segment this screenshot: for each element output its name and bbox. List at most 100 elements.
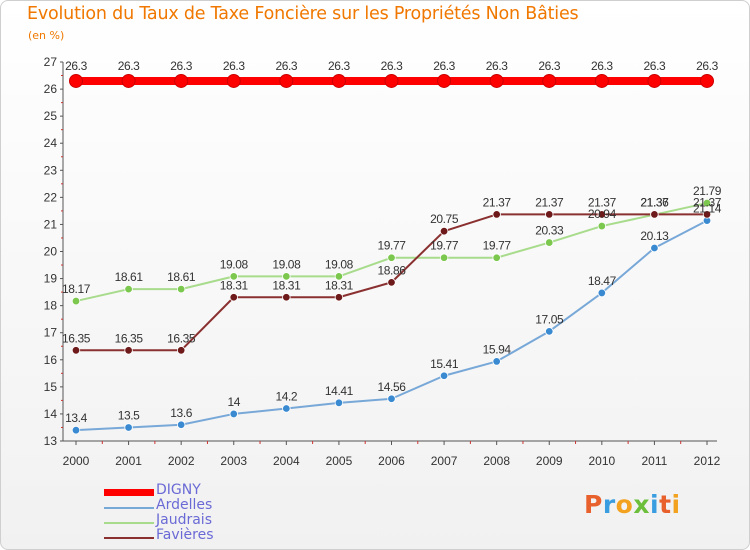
data-point — [176, 346, 186, 355]
y-tick-label: 23 — [44, 163, 58, 177]
x-tick-label: 2010 — [588, 454, 615, 468]
y-tick-label: 27 — [44, 55, 58, 69]
data-point — [334, 398, 344, 408]
data-label: 26.3 — [275, 59, 297, 73]
x-tick-label: 2007 — [431, 454, 458, 468]
data-point — [439, 226, 449, 236]
y-tick-label: 13 — [44, 434, 58, 448]
x-tick-label: 2006 — [378, 454, 405, 468]
data-point — [492, 357, 501, 366]
data-label: 15.41 — [430, 357, 459, 371]
data-label: 18.31 — [325, 278, 354, 292]
y-tick-label: 18 — [44, 299, 58, 313]
x-tick-label: 2005 — [326, 454, 353, 468]
data-point — [226, 73, 241, 88]
data-point — [124, 423, 133, 432]
data-label: 18.31 — [272, 278, 301, 292]
data-point — [387, 394, 396, 403]
data-label: 19.08 — [325, 257, 354, 271]
data-point — [702, 210, 712, 219]
logo-letter: i — [650, 490, 660, 519]
data-point — [545, 238, 554, 247]
data-label: 21.37 — [693, 195, 722, 209]
legend-label: DIGNY — [156, 482, 201, 498]
data-point — [439, 371, 449, 380]
data-point — [71, 296, 81, 306]
legend-item: DIGNY — [104, 482, 304, 499]
data-label: 19.08 — [272, 257, 301, 271]
data-label: 13.6 — [170, 406, 192, 420]
data-point — [597, 210, 607, 219]
data-label: 20.33 — [535, 224, 564, 238]
data-point — [597, 288, 607, 298]
data-point — [229, 293, 238, 302]
data-label: 19.77 — [377, 239, 406, 253]
data-label: 14.56 — [377, 380, 406, 394]
data-label: 26.3 — [696, 59, 718, 73]
data-point — [334, 293, 344, 302]
legend-item: Favières — [104, 527, 304, 544]
data-point — [279, 73, 294, 88]
x-tick-label: 2002 — [168, 454, 195, 468]
data-label: 26.3 — [381, 59, 403, 73]
data-point — [700, 73, 714, 88]
data-point — [594, 73, 609, 88]
data-point — [121, 73, 136, 88]
data-label: 16.35 — [167, 331, 196, 345]
data-label: 21.37 — [588, 195, 617, 209]
data-point — [71, 346, 81, 355]
data-label: 26.3 — [170, 59, 192, 73]
logo-letter: r — [602, 490, 616, 519]
x-tick-label: 2000 — [63, 454, 90, 468]
data-label: 20.94 — [588, 207, 617, 221]
data-point — [545, 327, 554, 336]
data-label: 26.3 — [328, 59, 350, 73]
logo-letter: t — [659, 490, 672, 519]
y-tick-label: 24 — [44, 136, 58, 150]
data-point — [702, 198, 712, 208]
data-point — [331, 73, 346, 88]
data-point — [334, 272, 344, 281]
data-point — [492, 253, 501, 262]
data-label: 20.13 — [640, 229, 669, 243]
data-point — [439, 253, 449, 262]
y-tick-label: 17 — [44, 326, 58, 340]
data-point — [384, 73, 399, 88]
data-point — [229, 272, 238, 281]
legend-swatch — [104, 522, 154, 524]
data-point — [282, 293, 291, 302]
y-tick-label: 22 — [44, 190, 58, 204]
data-point — [282, 272, 291, 281]
data-label: 13.4 — [65, 411, 87, 425]
x-tick-label: 2004 — [273, 454, 300, 468]
data-point — [69, 73, 83, 88]
logo-letter: i — [671, 490, 681, 519]
y-tick-label: 26 — [44, 82, 58, 96]
data-point — [229, 409, 238, 419]
data-label: 18.61 — [115, 270, 144, 284]
data-label: 26.3 — [223, 59, 245, 73]
data-label: 16.35 — [115, 331, 144, 345]
chart-unit-label: (en %) — [28, 29, 65, 42]
data-label: 26.3 — [591, 59, 613, 73]
data-label: 14.41 — [325, 384, 354, 398]
y-tick-label: 25 — [44, 109, 58, 123]
data-label: 21.36 — [640, 196, 669, 210]
y-tick-label: 19 — [44, 272, 58, 286]
data-label: 18.31 — [220, 278, 249, 292]
y-tick-label: 21 — [44, 217, 58, 231]
legend-swatch — [104, 537, 154, 539]
data-label: 18.61 — [167, 270, 196, 284]
legend-swatch — [104, 489, 154, 496]
data-point — [545, 210, 554, 219]
data-point — [597, 221, 607, 231]
data-label: 17.05 — [535, 312, 564, 326]
data-point — [387, 253, 396, 262]
chart-title: Evolution du Taux de Taxe Foncière sur l… — [27, 4, 579, 24]
data-label: 18.86 — [377, 263, 406, 277]
proxiti-logo: Proxiti — [584, 490, 681, 519]
data-label: 16.35 — [62, 331, 91, 345]
y-tick-label: 20 — [44, 245, 58, 259]
data-point — [542, 73, 557, 88]
